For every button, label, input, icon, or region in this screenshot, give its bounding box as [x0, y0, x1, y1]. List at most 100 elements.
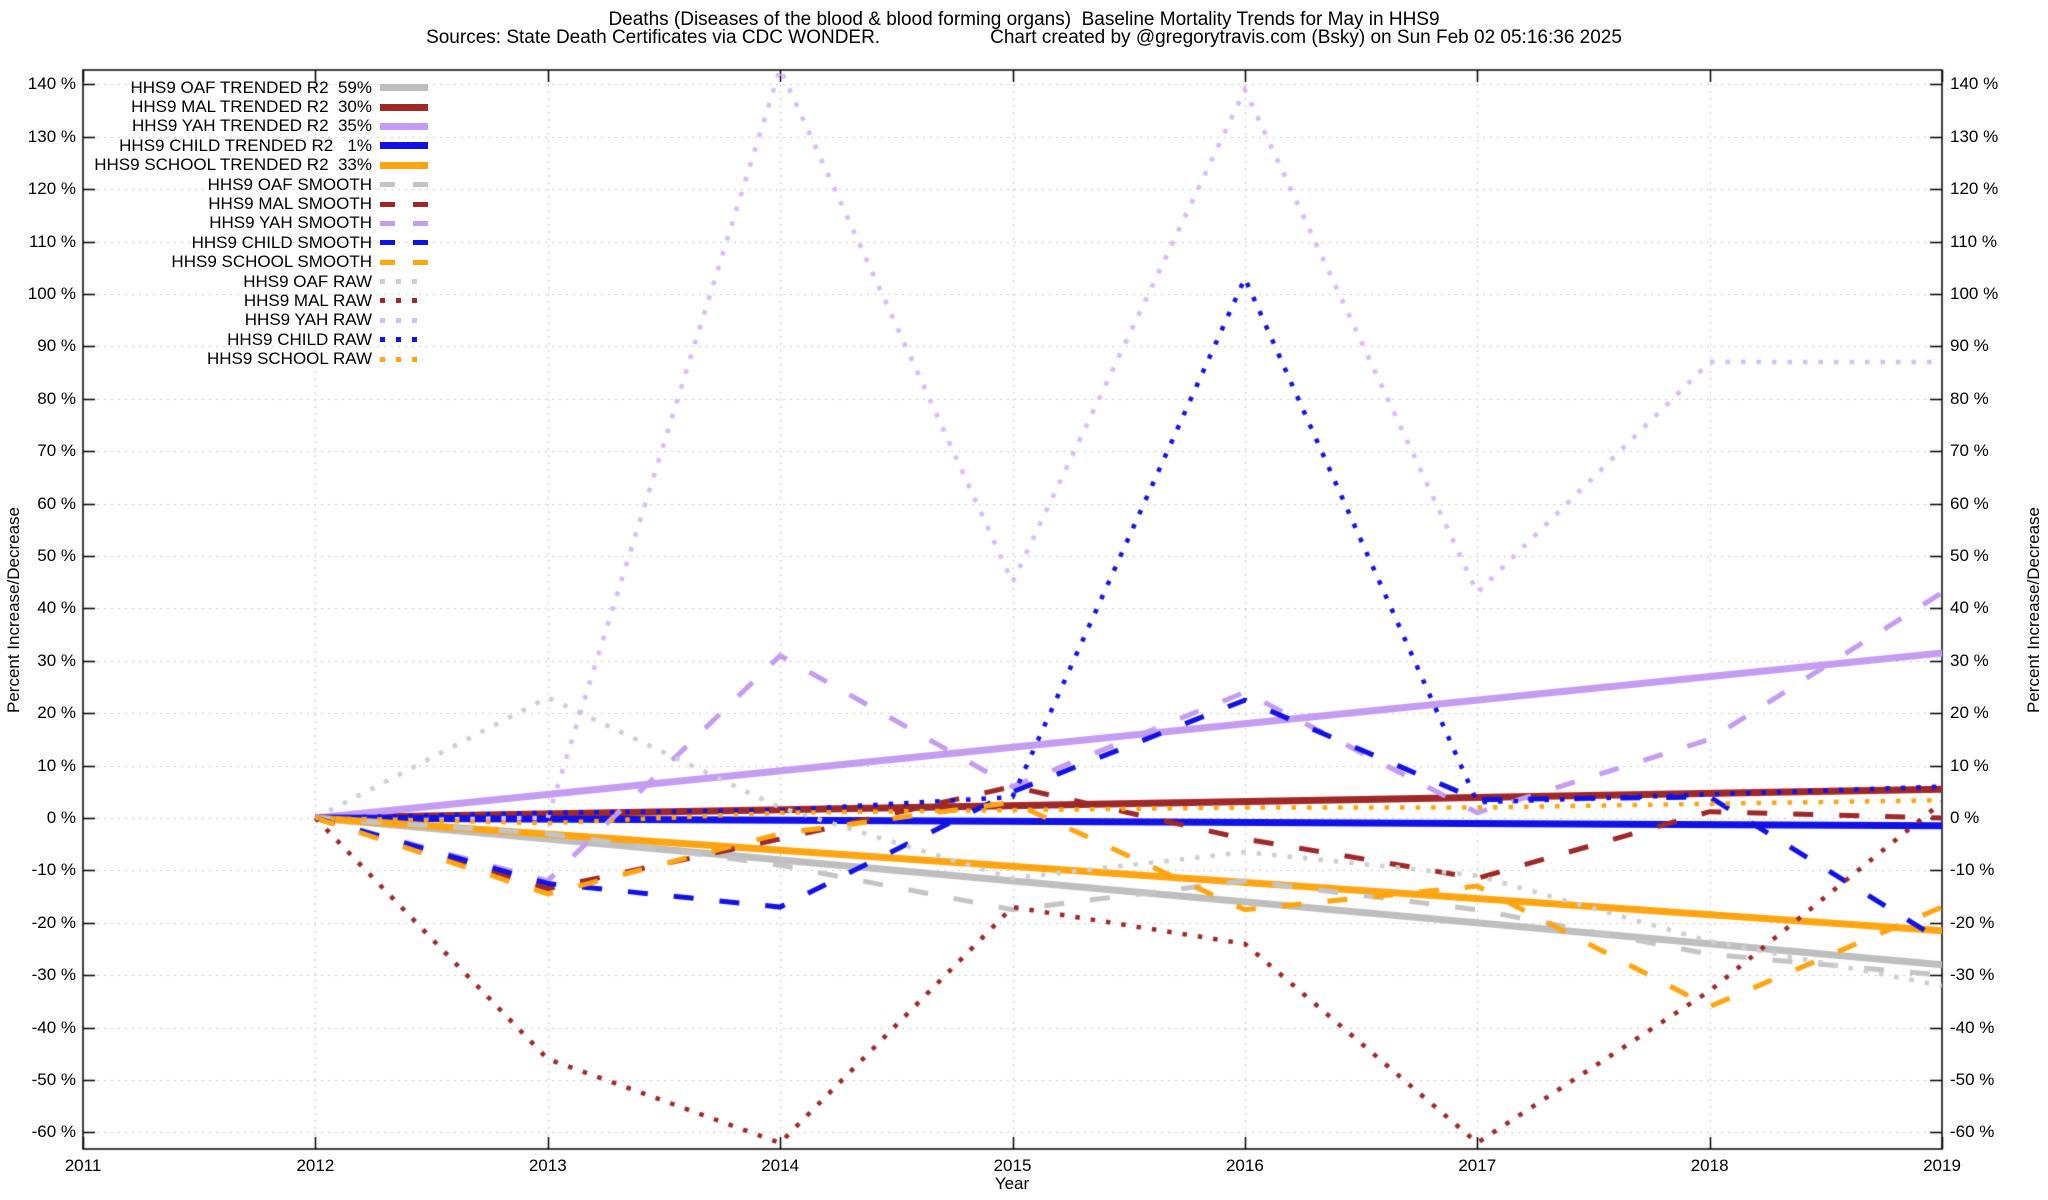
y-tick-label-right: 30 % [1950, 650, 1989, 670]
legend-label: HHS9 SCHOOL TRENDED R2 33% [94, 155, 372, 175]
y-tick-label-left: -60 % [31, 1122, 76, 1142]
legend-item-child-trended: HHS9 CHILD TRENDED R2 1% [0, 136, 440, 155]
y-tick-label-left: 60 % [37, 493, 76, 513]
x-tick-label: 2015 [993, 1156, 1032, 1175]
legend-item-yah-trended: HHS9 YAH TRENDED R2 35% [0, 116, 440, 136]
legend-item-oaf-trended: HHS9 OAF TRENDED R2 59% [0, 78, 440, 97]
legend-label: HHS9 YAH TRENDED R2 35% [132, 116, 372, 136]
chart-title: Deaths (Diseases of the blood & blood fo… [608, 9, 1440, 30]
y-tick-label-left: 20 % [37, 703, 76, 723]
x-tick-label: 2016 [1225, 1156, 1264, 1175]
legend-swatch-solid [380, 103, 428, 111]
x-tick-label: 2017 [1458, 1156, 1497, 1175]
y-tick-label-left: 30 % [37, 650, 76, 670]
y-tick-label-left: -30 % [31, 965, 76, 985]
y-tick-label-right: 10 % [1950, 755, 1989, 775]
legend-swatch-dashed [380, 220, 428, 226]
y-tick-label-left: 10 % [37, 755, 76, 775]
y-tick-label-left: 50 % [37, 546, 76, 565]
legend-item-school-smooth: HHS9 SCHOOL SMOOTH [0, 252, 440, 272]
legend-swatch-dotted [380, 337, 428, 343]
y-tick-label-right: -60 % [1950, 1122, 1995, 1142]
legend-item-mal-raw: HHS9 MAL RAW [0, 291, 440, 310]
legend-label: HHS9 OAF RAW [243, 271, 372, 291]
y-tick-label-right: -40 % [1950, 1017, 1995, 1037]
legend-swatch-dotted [380, 317, 428, 323]
legend-item-school-raw: HHS9 SCHOOL RAW [0, 349, 440, 368]
legend-label: HHS9 CHILD TRENDED R2 1% [119, 135, 372, 155]
y-tick-label-right: 50 % [1950, 546, 1989, 565]
legend-swatch-dashed [380, 259, 428, 265]
chart-subtitle: Sources: State Death Certificates via CD… [0, 27, 2048, 49]
y-tick-label-right: 0 % [1950, 808, 1980, 827]
y-tick-label-left: -40 % [31, 1017, 76, 1037]
legend-label: HHS9 SCHOOL RAW [207, 349, 372, 369]
x-tick-label: 2019 [1923, 1156, 1961, 1175]
y-tick-label-right: -30 % [1950, 965, 1995, 985]
legend-item-oaf-smooth: HHS9 OAF SMOOTH [0, 175, 440, 194]
y-tick-label-right: 90 % [1950, 336, 1989, 356]
legend-label: HHS9 SCHOOL SMOOTH [171, 252, 372, 272]
x-tick-label: 2013 [528, 1156, 567, 1175]
x-axis-label: Year [994, 1174, 1030, 1193]
legend-label: HHS9 YAH SMOOTH [209, 213, 372, 233]
legend-swatch-dashed [380, 201, 428, 207]
y-tick-label-left: -50 % [31, 1070, 76, 1089]
y-tick-label-left: -20 % [31, 912, 76, 932]
legend-item-child-smooth: HHS9 CHILD SMOOTH [0, 233, 440, 252]
x-tick-label: 2011 [64, 1156, 102, 1175]
credit-note: Chart created by @gregorytravis.com (Bsk… [990, 27, 1622, 48]
y-tick-label-right: 100 % [1950, 284, 1999, 303]
legend: HHS9 OAF TRENDED R2 59% HHS9 MAL TRENDED … [0, 78, 440, 369]
y-tick-label-left: 0 % [46, 808, 76, 827]
x-tick-label: 2014 [761, 1156, 800, 1175]
y-tick-label-left: -10 % [31, 860, 76, 880]
legend-item-oaf-raw: HHS9 OAF RAW [0, 272, 440, 291]
legend-label: HHS9 OAF SMOOTH [207, 174, 372, 194]
sources-note: Sources: State Death Certificates via CD… [426, 27, 881, 48]
legend-label: HHS9 MAL TRENDED R2 30% [131, 97, 372, 117]
legend-swatch-solid [380, 122, 428, 130]
legend-label: HHS9 OAF TRENDED R2 59% [130, 77, 372, 97]
y-tick-label-right: 20 % [1950, 703, 1989, 723]
y-tick-label-right: 80 % [1950, 388, 1989, 408]
y-tick-label-left: 40 % [37, 598, 76, 618]
y-tick-label-left: 140 % [27, 74, 76, 94]
legend-label: HHS9 MAL RAW [243, 291, 372, 310]
legend-label: HHS9 MAL SMOOTH [208, 194, 372, 214]
y-tick-label-left: 90 % [37, 336, 76, 356]
legend-item-mal-trended: HHS9 MAL TRENDED R2 30% [0, 97, 440, 116]
legend-swatch-dashed [380, 240, 428, 246]
x-tick-label: 2012 [296, 1156, 335, 1175]
y-tick-label-right: 130 % [1950, 126, 1999, 146]
legend-item-yah-smooth: HHS9 YAH SMOOTH [0, 213, 440, 233]
legend-swatch-dotted [380, 279, 428, 285]
legend-item-yah-raw: HHS9 YAH RAW [0, 310, 440, 330]
y-tick-label-right: 110 % [1950, 231, 1997, 251]
legend-swatch-dotted [380, 298, 428, 304]
legend-swatch-dashed [380, 182, 428, 188]
y-tick-label-left: 100 % [27, 284, 76, 303]
legend-swatch-solid [380, 84, 428, 92]
x-tick-label: 2018 [1690, 1156, 1729, 1175]
legend-swatch-dotted [380, 356, 428, 362]
y-tick-label-left: 70 % [37, 441, 76, 461]
y-tick-label-right: 40 % [1950, 598, 1989, 618]
y-tick-label-right: 60 % [1950, 493, 1989, 513]
legend-item-mal-smooth: HHS9 MAL SMOOTH [0, 194, 440, 213]
y-tick-label-left: 130 % [27, 126, 76, 146]
y-tick-label-right: -50 % [1950, 1070, 1995, 1089]
y-tick-label-right: -10 % [1950, 860, 1995, 880]
y-tick-label-right: 70 % [1950, 441, 1989, 461]
legend-label: HHS9 CHILD SMOOTH [191, 232, 372, 252]
legend-label: HHS9 CHILD RAW [227, 329, 372, 349]
y-tick-label-left: 120 % [27, 179, 76, 199]
legend-swatch-solid [380, 142, 428, 150]
legend-item-school-trended: HHS9 SCHOOL TRENDED R2 33% [0, 155, 440, 175]
legend-swatch-solid [380, 161, 428, 169]
y-tick-label-left: 80 % [37, 388, 76, 408]
y-tick-label-left: 110 % [29, 231, 76, 251]
legend-item-child-raw: HHS9 CHILD RAW [0, 330, 440, 349]
